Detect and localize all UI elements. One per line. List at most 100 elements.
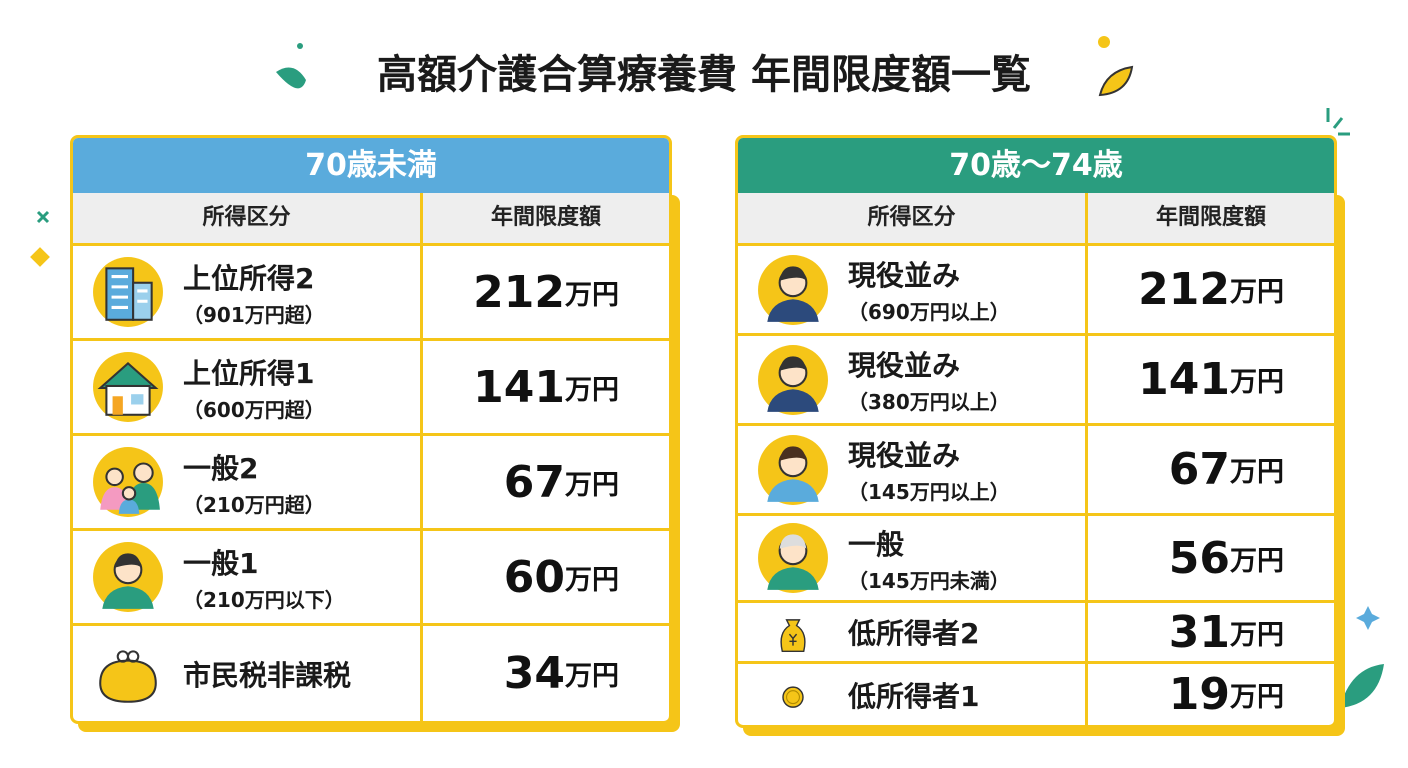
unit: 万円 <box>1230 457 1284 488</box>
table-row: 低所得者2 31 万円 <box>738 603 1334 664</box>
amount: 34 <box>503 648 565 699</box>
amount: 141 <box>1138 354 1230 405</box>
label-line: 一般1 <box>183 546 259 580</box>
column-header: 所得区分 <box>73 193 423 243</box>
column-header: 所得区分 <box>738 193 1088 243</box>
icon <box>73 638 183 710</box>
icon-graphic <box>93 542 163 612</box>
amount-cell: 212 万円 <box>1088 246 1334 333</box>
category-cell: 現役並み （145万円以上） <box>738 426 1088 513</box>
table-row: 現役並み （145万円以上） 67 万円 <box>738 426 1334 516</box>
icon-graphic <box>93 447 163 517</box>
category-label: 一般2 （210万円超） <box>183 447 325 518</box>
category-cell: 低所得者2 <box>738 603 1088 661</box>
icon <box>738 670 848 720</box>
category-cell: 市民税非課税 <box>73 626 423 721</box>
icon <box>73 541 183 613</box>
amount-cell: 60 万円 <box>423 531 669 623</box>
table-row: 現役並み （690万円以上） 212 万円 <box>738 246 1334 336</box>
table-row: 現役並み （380万円以上） 141 万円 <box>738 336 1334 426</box>
unit: 万円 <box>565 279 619 311</box>
unit: 万円 <box>565 661 619 692</box>
icon <box>738 607 848 657</box>
category-cell: 現役並み （380万円以上） <box>738 336 1088 423</box>
table-row: 一般2 （210万円超） 67 万円 <box>73 436 669 531</box>
amount: 212 <box>473 266 565 318</box>
label-line: 市民税非課税 <box>183 658 352 692</box>
amount-cell: 67 万円 <box>1088 426 1334 513</box>
amount-cell: 19 万円 <box>1088 664 1334 725</box>
icon-graphic <box>758 523 828 593</box>
column-headers: 所得区分 年間限度額 <box>738 193 1334 246</box>
column-header: 年間限度額 <box>490 205 601 230</box>
category-label: 一般1 （210万円以下） <box>183 542 345 613</box>
amount-cell: 141 万円 <box>1088 336 1334 423</box>
label-line: 低所得者2 <box>848 617 980 650</box>
amount: 141 <box>473 361 565 413</box>
column-headers: 所得区分 年間限度額 <box>73 193 669 246</box>
label-line: （145万円未満） <box>848 568 1010 593</box>
amount-cell: 56 万円 <box>1088 516 1334 600</box>
unit: 万円 <box>1230 277 1284 308</box>
icon <box>738 434 848 506</box>
icon-graphic <box>758 254 828 325</box>
label-line: 現役並み <box>848 259 961 292</box>
unit: 万円 <box>1230 367 1284 398</box>
column-header: 年間限度額 <box>1155 205 1266 230</box>
unit: 万円 <box>1230 619 1284 651</box>
icon <box>738 344 848 416</box>
table: 70歳未満 所得区分 年間限度額 上位所得2 （901万円超） 212 万円 上位所得1 （60… <box>70 135 672 724</box>
label-line: （380万円以上） <box>848 390 1010 414</box>
icon-graphic <box>758 344 828 415</box>
table-row: 一般 （145万円未満） 56 万円 <box>738 516 1334 603</box>
label-line: （901万円超） <box>183 302 325 327</box>
icon-graphic <box>93 352 163 422</box>
amount: 67 <box>1168 444 1230 495</box>
amount-cell: 141 万円 <box>423 341 669 433</box>
amount: 19 <box>1168 669 1230 720</box>
category-cell: 上位所得2 （901万円超） <box>73 246 423 338</box>
label-line: 低所得者1 <box>848 679 980 713</box>
table-row: 上位所得2 （901万円超） 212 万円 <box>73 246 669 341</box>
category-label: 低所得者2 <box>848 612 979 652</box>
icon <box>738 254 848 326</box>
amount: 67 <box>503 456 565 508</box>
category-cell: 一般 （145万円未満） <box>738 516 1088 600</box>
label-line: （210万円以下） <box>183 587 345 612</box>
label-line: 上位所得1 <box>183 356 315 390</box>
icon-graphic <box>93 257 163 327</box>
category-label: 一般 （145万円未満） <box>848 523 1010 594</box>
icon-graphic <box>99 649 157 703</box>
table-card: 70歳～74歳 所得区分 年間限度額 現役並み （690万円以上） 212 万円 現役並み （3… <box>735 135 1345 736</box>
category-label: 低所得者1 <box>848 675 979 715</box>
category-cell: 上位所得1 （600万円超） <box>73 341 423 433</box>
icon <box>73 446 183 518</box>
label-line: 現役並み <box>848 349 961 382</box>
table-row: 上位所得1 （600万円超） 141 万円 <box>73 341 669 436</box>
label-line: （690万円以上） <box>848 300 1010 324</box>
unit: 万円 <box>1230 545 1284 577</box>
label-line: （145万円以上） <box>848 480 1010 504</box>
category-label: 市民税非課税 <box>183 654 351 694</box>
unit: 万円 <box>1230 682 1284 713</box>
category-label: 現役並み （380万円以上） <box>848 344 1010 415</box>
category-label: 現役並み （690万円以上） <box>848 254 1010 325</box>
label-line: 一般2 <box>183 451 259 485</box>
table-card: 70歳未満 所得区分 年間限度額 上位所得2 （901万円超） 212 万円 上位所得1 （60… <box>70 135 680 732</box>
icon-graphic <box>780 619 806 652</box>
amount: 212 <box>1138 264 1230 315</box>
icon-graphic <box>758 434 828 505</box>
label-line: 一般 <box>848 527 905 561</box>
amount-cell: 31 万円 <box>1088 603 1334 661</box>
category-label: 上位所得2 （901万円超） <box>183 257 325 328</box>
table-header: 70歳未満 <box>73 138 669 193</box>
category-cell: 低所得者1 <box>738 664 1088 725</box>
amount: 31 <box>1168 606 1230 658</box>
category-label: 上位所得1 （600万円超） <box>183 352 325 423</box>
category-cell: 一般2 （210万円超） <box>73 436 423 528</box>
label-line: （600万円超） <box>183 397 325 422</box>
icon <box>73 351 183 423</box>
table: 70歳～74歳 所得区分 年間限度額 現役並み （690万円以上） 212 万円 現役並み （3… <box>735 135 1337 728</box>
